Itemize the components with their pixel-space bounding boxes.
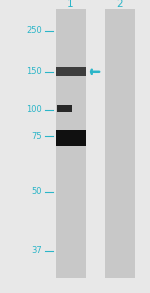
Text: 1: 1	[67, 0, 74, 9]
Text: 50: 50	[32, 188, 42, 196]
Text: 100: 100	[26, 105, 42, 114]
Text: 150: 150	[26, 67, 42, 76]
Text: 250: 250	[26, 26, 42, 35]
Bar	[57, 105, 72, 112]
Text: 75: 75	[31, 132, 42, 141]
Bar	[56, 130, 86, 146]
Text: 2: 2	[117, 0, 123, 9]
Text: 37: 37	[31, 246, 42, 255]
Bar	[56, 67, 86, 76]
Bar	[56, 9, 86, 278]
Bar	[105, 9, 135, 278]
